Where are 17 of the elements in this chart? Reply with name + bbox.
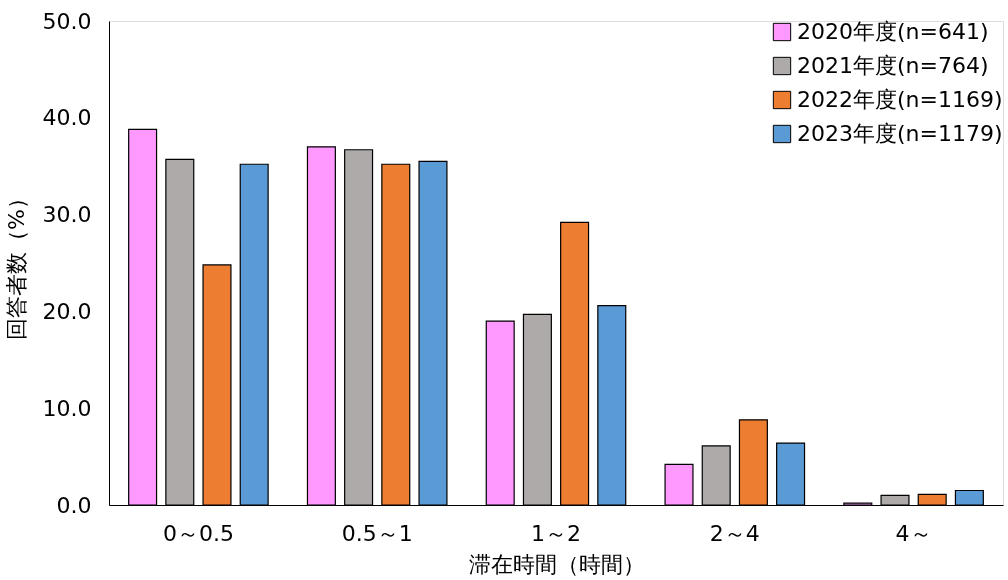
x-tick-label: 2～4: [709, 520, 760, 546]
x-tick-label: 0.5～1: [341, 520, 413, 546]
y-tick-label: 10.0: [42, 395, 92, 421]
legend-label: 2021年度(n=764): [797, 53, 989, 78]
y-tick-label: 30.0: [42, 202, 92, 228]
x-axis-title: 滞在時間（時間）: [468, 551, 645, 577]
legend-label: 2020年度(n=641): [797, 19, 989, 44]
y-tick-label: 20.0: [42, 298, 92, 324]
y-tick-label: 50.0: [42, 8, 92, 34]
x-tick-label: 4～: [895, 520, 932, 546]
x-tick-label: 1～2: [531, 520, 581, 546]
y-axis-title: 回答者数（%）: [3, 187, 29, 340]
y-tick-label: 0.0: [56, 492, 92, 518]
y-tick-label: 40.0: [42, 105, 92, 131]
x-tick-label: 0～0.5: [162, 520, 234, 546]
legend-label: 2022年度(n=1169): [797, 87, 1003, 112]
legend-label: 2023年度(n=1179): [797, 121, 1003, 146]
